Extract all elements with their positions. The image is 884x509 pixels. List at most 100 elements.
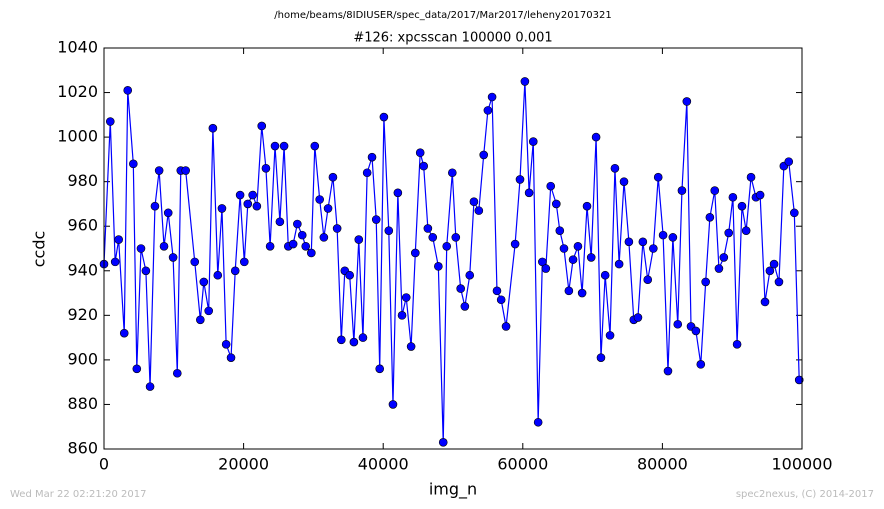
data-point xyxy=(252,201,262,211)
data-point xyxy=(677,186,687,195)
x-tick-label: 40000 xyxy=(358,455,409,474)
data-point xyxy=(388,400,398,409)
data-point xyxy=(397,311,407,320)
data-point xyxy=(114,235,123,244)
data-point xyxy=(755,190,765,200)
data-point xyxy=(705,213,715,222)
data-point xyxy=(663,366,673,376)
data-point xyxy=(362,168,372,178)
data-point xyxy=(442,241,452,251)
data-point xyxy=(546,181,556,191)
data-point xyxy=(732,339,742,349)
data-point xyxy=(515,175,525,184)
data-point xyxy=(293,219,302,229)
data-point xyxy=(465,270,475,280)
data-point xyxy=(438,438,448,447)
series-line xyxy=(103,81,800,443)
data-point xyxy=(375,364,385,374)
data-point xyxy=(270,141,280,151)
data-point xyxy=(724,228,734,238)
data-point xyxy=(423,224,433,233)
y-axis-label: ccdc xyxy=(30,231,49,268)
x-tick-label: 20000 xyxy=(218,455,269,474)
data-point xyxy=(248,190,257,200)
data-point xyxy=(349,337,359,347)
data-point xyxy=(319,233,329,242)
data-point xyxy=(213,270,223,280)
data-point xyxy=(411,248,420,258)
y-tick-label: 960 xyxy=(67,216,98,235)
y-tick-label: 920 xyxy=(67,305,98,324)
data-point xyxy=(419,161,428,171)
data-point xyxy=(150,201,160,211)
data-point xyxy=(123,86,133,95)
data-point xyxy=(469,197,479,207)
data-point xyxy=(619,177,629,186)
data-point xyxy=(533,417,543,427)
footer-right: spec2nexus, (C) 2014-2017 xyxy=(736,489,874,500)
data-point xyxy=(208,123,218,133)
data-point xyxy=(315,195,324,204)
data-point xyxy=(784,157,794,166)
y-tick-label: 1040 xyxy=(57,38,98,57)
data-point xyxy=(307,248,316,258)
data-point xyxy=(582,201,592,211)
data-point xyxy=(141,266,151,276)
data-point xyxy=(520,77,530,86)
data-point xyxy=(614,259,624,269)
footer-left: Wed Mar 22 02:21:20 2017 xyxy=(10,489,146,500)
data-point xyxy=(358,333,368,342)
data-point xyxy=(345,270,354,280)
x-tick-label: 0 xyxy=(99,455,109,474)
data-point xyxy=(132,364,142,374)
data-point xyxy=(741,226,751,235)
y-tick-label: 1000 xyxy=(57,127,98,146)
data-point xyxy=(163,208,173,218)
data-point xyxy=(337,335,346,345)
data-point xyxy=(760,297,770,307)
data-point xyxy=(226,353,236,362)
data-point xyxy=(159,241,169,251)
data-point xyxy=(555,226,565,235)
data-point xyxy=(474,206,484,215)
data-point xyxy=(415,148,425,158)
data-point xyxy=(649,244,658,253)
data-point xyxy=(610,164,620,173)
data-point xyxy=(479,150,489,160)
y-tick-label: 980 xyxy=(67,171,98,190)
data-point xyxy=(371,215,381,224)
data-point xyxy=(154,166,164,175)
x-axis-label: img_n xyxy=(429,480,477,500)
data-point xyxy=(501,322,511,331)
data-point xyxy=(769,259,779,269)
data-point xyxy=(487,92,497,102)
data-point xyxy=(483,106,493,115)
data-point xyxy=(204,306,213,316)
data-point xyxy=(552,199,561,209)
data-point xyxy=(393,188,403,198)
data-point xyxy=(691,326,701,336)
data-point xyxy=(199,277,209,287)
data-point xyxy=(538,257,547,267)
data-point xyxy=(310,141,320,151)
data-point xyxy=(564,286,574,296)
data-point xyxy=(492,286,502,296)
data-point xyxy=(728,192,738,202)
data-point xyxy=(559,244,569,253)
data-point xyxy=(257,121,267,131)
data-point xyxy=(297,230,307,240)
data-point xyxy=(774,277,784,287)
data-point xyxy=(172,368,182,378)
data-point xyxy=(794,375,804,385)
data-point xyxy=(638,237,648,247)
data-point xyxy=(261,164,271,173)
data-point xyxy=(196,315,205,325)
data-point xyxy=(460,302,470,311)
data-point xyxy=(586,253,596,262)
data-point xyxy=(110,257,120,267)
data-point xyxy=(235,190,245,200)
data-point xyxy=(406,342,416,351)
x-tick-label: 80000 xyxy=(637,455,688,474)
data-point xyxy=(190,257,200,267)
y-tick-label: 860 xyxy=(67,439,98,458)
